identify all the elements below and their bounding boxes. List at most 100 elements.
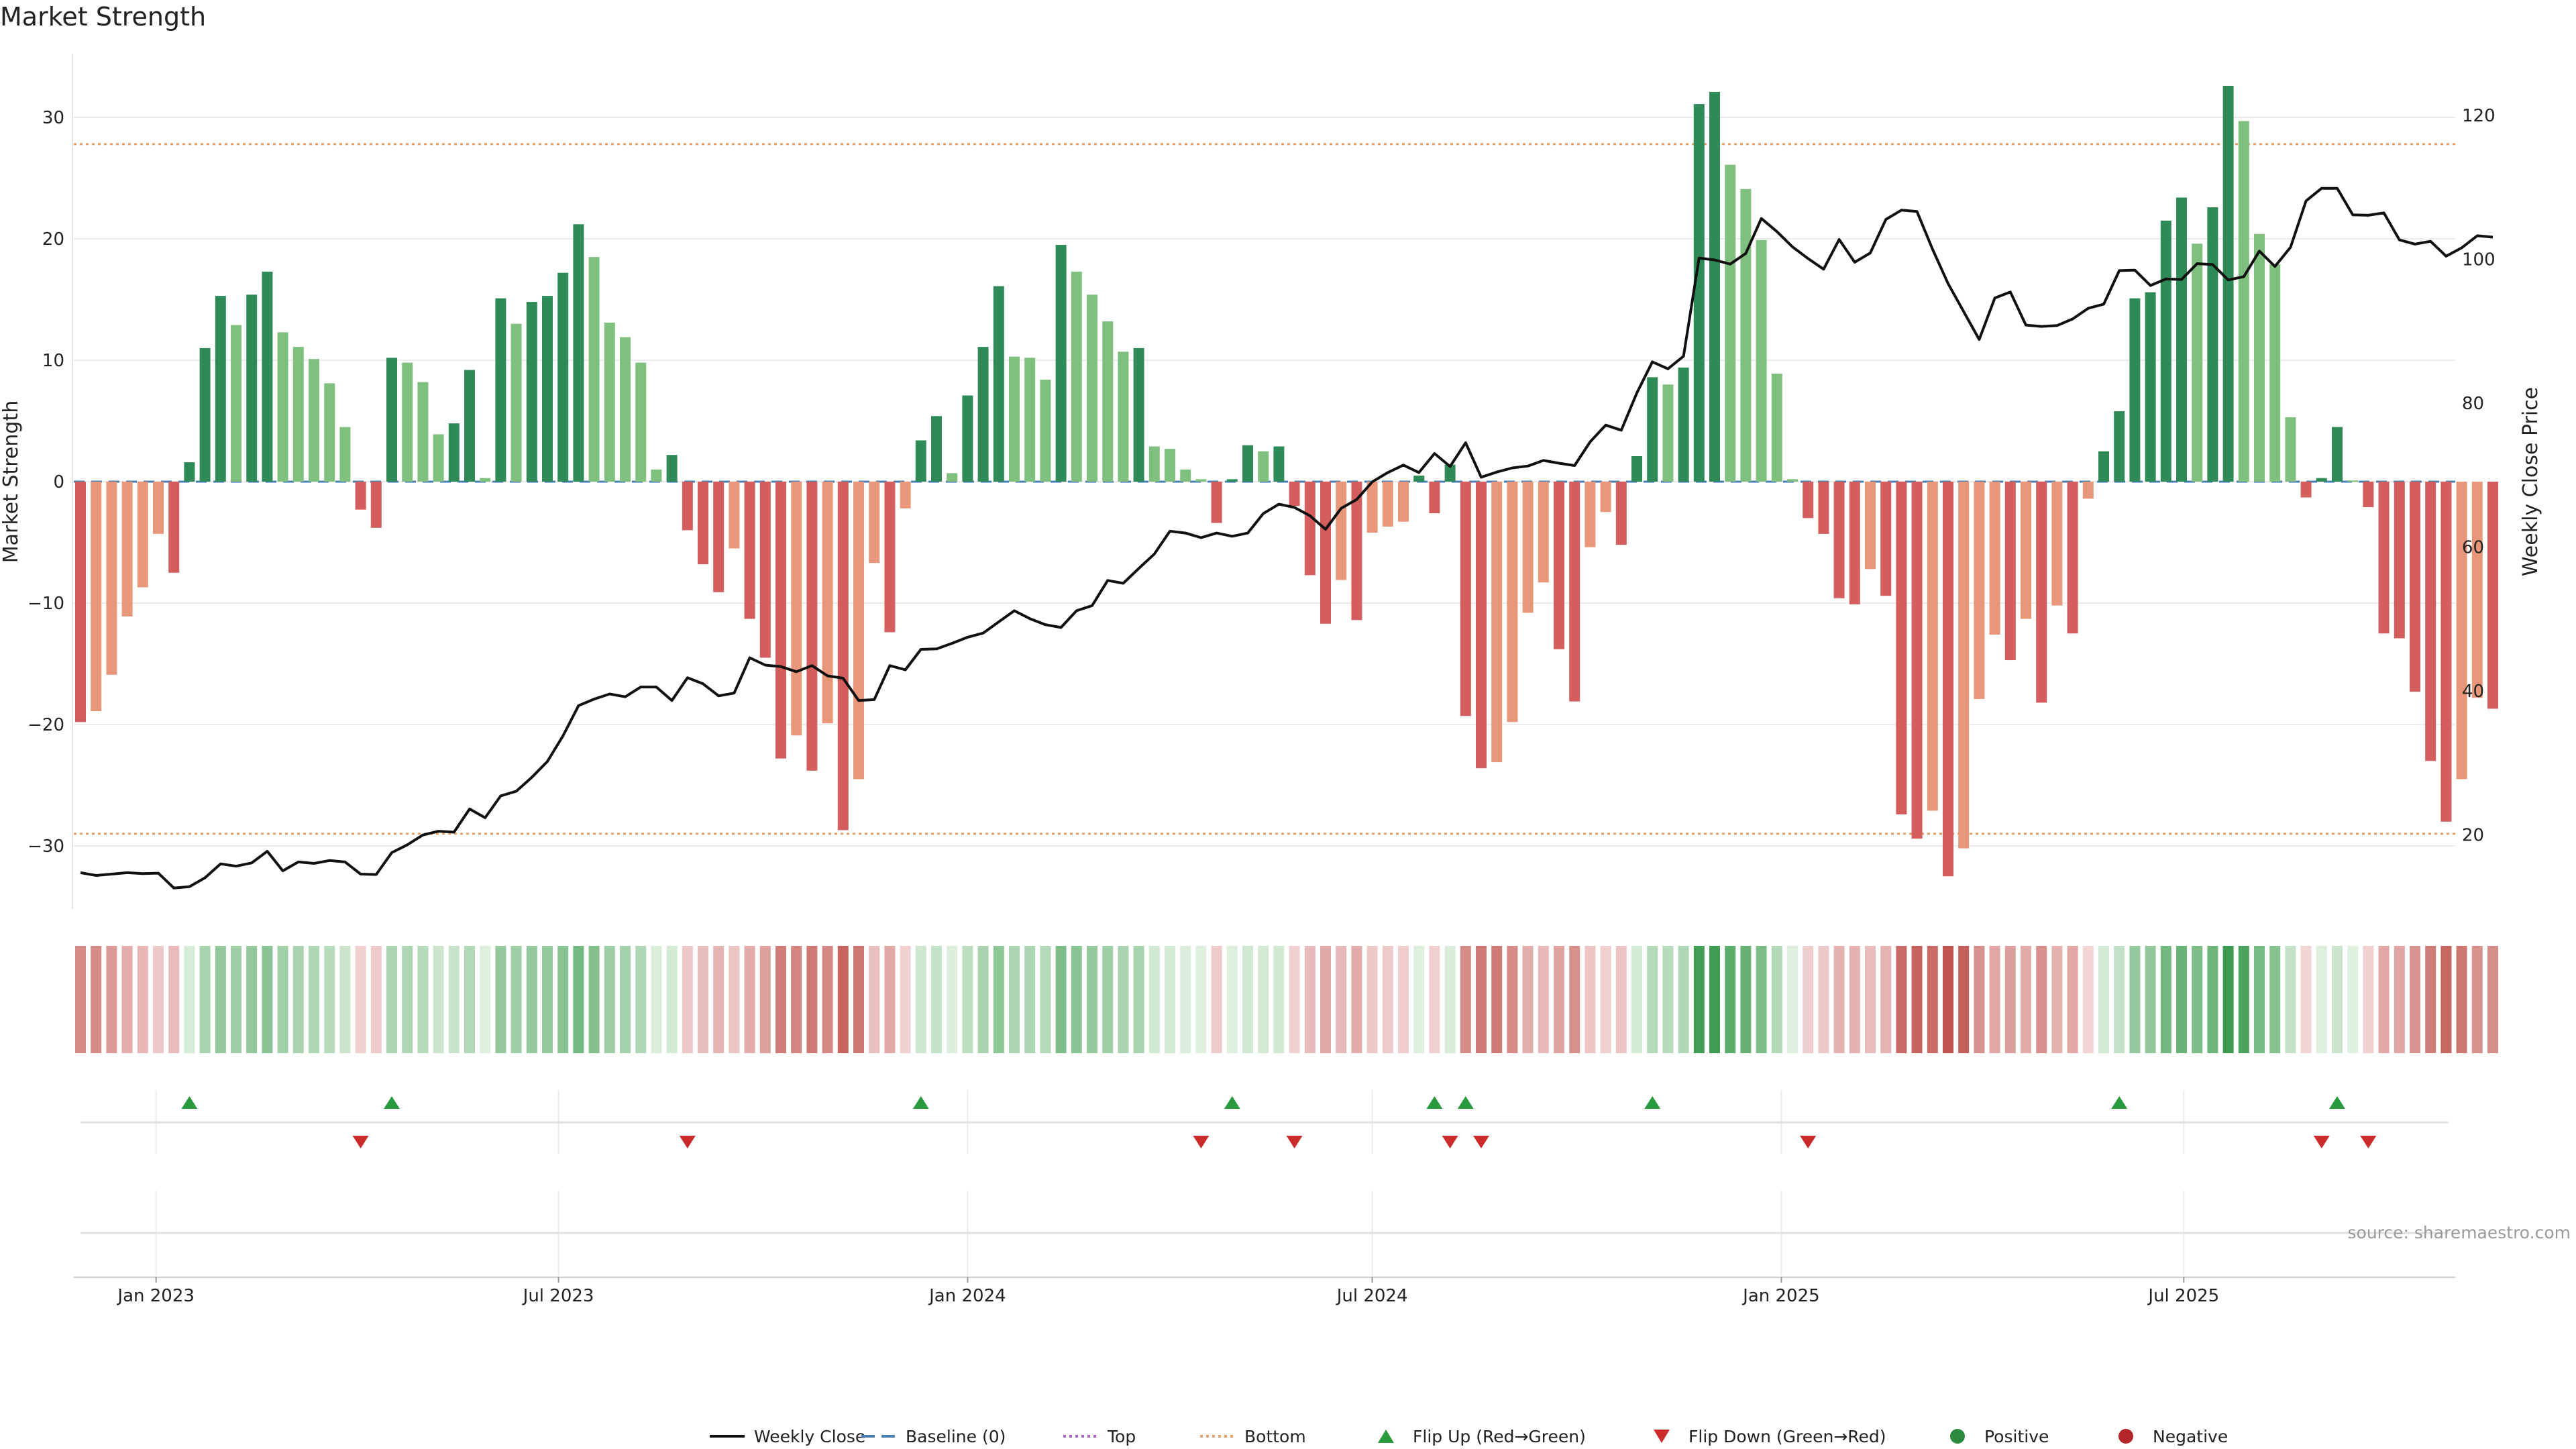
- strength-bar: [822, 482, 833, 724]
- heatmap-cell: [1678, 946, 1689, 1053]
- strength-bar: [2238, 121, 2249, 482]
- strength-bar: [1460, 482, 1471, 716]
- heatmap-cell: [698, 946, 708, 1053]
- strength-bar: [2300, 482, 2312, 498]
- heatmap-cell: [1087, 946, 1097, 1053]
- strength-bar: [480, 478, 491, 482]
- legend-swatch-flip-down: [1654, 1430, 1670, 1443]
- heatmap-cell: [1398, 946, 1409, 1053]
- strength-bar: [526, 302, 537, 482]
- heatmap-cell: [2363, 946, 2374, 1053]
- strength-bar: [2440, 482, 2452, 822]
- heatmap-cell: [1444, 946, 1456, 1053]
- heatmap-cell: [2098, 946, 2109, 1053]
- heatmap-cell: [1336, 946, 1347, 1053]
- heatmap-cell: [1740, 946, 1752, 1053]
- strength-bar: [542, 296, 553, 482]
- flip-up-marker: [912, 1096, 929, 1109]
- heatmap-cell: [900, 946, 911, 1053]
- strength-bar: [1211, 482, 1222, 523]
- flip-up-marker: [1457, 1096, 1474, 1109]
- heatmap-cell: [1787, 946, 1798, 1053]
- strength-bar: [713, 482, 724, 592]
- y2-tick-label: 80: [2462, 394, 2484, 414]
- grid-layer: [74, 117, 2455, 1281]
- strength-bar: [2160, 220, 2171, 482]
- heatmap-cell: [2004, 946, 2016, 1053]
- heatmap-cell: [309, 946, 319, 1053]
- heatmap-cell: [75, 946, 86, 1053]
- x-tick-label: Jul 2025: [2147, 1286, 2219, 1306]
- strength-bar: [370, 482, 382, 528]
- strength-bar: [1491, 482, 1503, 763]
- strength-bar: [2082, 482, 2094, 499]
- strength-bar: [199, 347, 211, 482]
- strength-bar: [1849, 482, 1860, 604]
- strength-bar: [1787, 479, 1798, 482]
- heatmap-cell: [1289, 946, 1300, 1053]
- strength-bar: [698, 482, 708, 565]
- heatmap-cell: [2238, 946, 2249, 1053]
- flip-down-marker: [2360, 1136, 2377, 1148]
- heatmap-cell: [1569, 946, 1580, 1053]
- heatmap-cell: [1102, 946, 1114, 1053]
- heatmap-cell: [324, 946, 335, 1053]
- heatmap-cell: [806, 946, 818, 1053]
- heatmap-cell: [651, 946, 662, 1053]
- heatmap-cell: [106, 946, 117, 1053]
- heatmap-cell: [370, 946, 382, 1053]
- heatmap-cell: [1631, 946, 1642, 1053]
- heatmap-cell: [947, 946, 958, 1053]
- strength-bar: [869, 482, 880, 564]
- strength-bar: [1725, 164, 1736, 482]
- strength-bar: [2410, 482, 2420, 692]
- heatmap-cell: [386, 946, 397, 1053]
- reference-lines: [74, 143, 2455, 835]
- strength-bar: [744, 482, 755, 619]
- heatmap-cell: [2456, 946, 2467, 1053]
- strength-bar: [1771, 373, 1782, 482]
- strength-bar: [433, 434, 444, 482]
- heatmap-cell: [153, 946, 164, 1053]
- strength-bar: [1927, 482, 1938, 811]
- heatmap-cell: [2207, 946, 2218, 1053]
- heatmap-cell: [480, 946, 491, 1053]
- strength-bar: [168, 482, 180, 573]
- heatmap-cell: [1165, 946, 1175, 1053]
- strength-bar: [2067, 482, 2078, 634]
- heatmap-cell: [1896, 946, 1907, 1053]
- strength-bar: [2316, 478, 2327, 482]
- heatmap-cell: [511, 946, 522, 1053]
- heatmap-cell: [1585, 946, 1596, 1053]
- heatmap-cell: [1803, 946, 1814, 1053]
- strength-bar: [1382, 482, 1393, 527]
- flip-up-marker: [1426, 1096, 1443, 1109]
- strength-bar: [1615, 482, 1627, 545]
- heatmap-cell: [1040, 946, 1051, 1053]
- strength-bar: [1756, 239, 1767, 482]
- heatmap-cell: [931, 946, 942, 1053]
- heatmap-cell: [215, 946, 226, 1053]
- strength-bar: [557, 272, 569, 482]
- heatmap-cell: [2347, 946, 2359, 1053]
- heatmap-cell: [2114, 946, 2125, 1053]
- strength-bar: [1554, 482, 1564, 649]
- strength-bar: [2004, 482, 2016, 661]
- heatmap-cell: [168, 946, 180, 1053]
- strength-bar: [417, 382, 429, 482]
- heatmap-cell: [1226, 946, 1238, 1053]
- y2-tick-label: 40: [2462, 682, 2484, 702]
- heatmap-cell: [915, 946, 926, 1053]
- legend-label: Flip Up (Red→Green): [1413, 1427, 1586, 1446]
- heatmap-cell: [1055, 946, 1067, 1053]
- heatmap-cell: [791, 946, 802, 1053]
- heatmap-cell: [977, 946, 989, 1053]
- heatmap-cell: [557, 946, 569, 1053]
- strength-bar: [1600, 482, 1611, 513]
- heatmap-cell: [2471, 946, 2483, 1053]
- strength-bar: [121, 482, 133, 616]
- heatmap-cell: [2160, 946, 2171, 1053]
- legend-label: Positive: [1984, 1427, 2049, 1446]
- strength-bar: [2378, 482, 2390, 634]
